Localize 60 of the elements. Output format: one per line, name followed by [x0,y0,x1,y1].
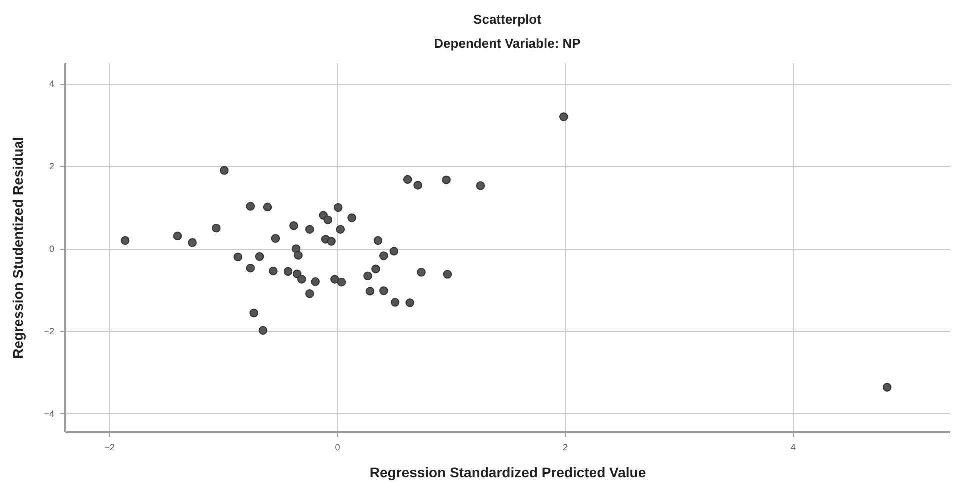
point [258,326,268,335]
point [290,221,298,230]
point [380,252,388,260]
y-tick-label: −2 [44,326,54,336]
point [414,181,422,190]
point [560,112,568,122]
x-tick-label: 2 [563,442,568,452]
point [882,383,892,392]
point [220,166,229,175]
x-tick-label: −2 [104,442,116,452]
point [246,202,256,211]
point [364,272,372,281]
chart-title: Scatterplot [474,12,542,27]
point [306,290,314,298]
point [263,202,272,212]
point [390,298,400,307]
point [294,251,303,260]
point [292,244,301,254]
x-tick-label: 4 [790,442,796,452]
point [292,270,302,278]
point [403,175,412,184]
point [298,275,306,284]
point [337,278,346,287]
y-tick-label: 4 [49,79,54,90]
point [311,278,320,286]
point [417,268,426,277]
point [372,264,380,274]
point [246,264,256,273]
point [188,238,197,248]
point [330,275,340,284]
point [390,247,399,256]
y-tick-label: −4 [44,408,54,419]
point [173,232,182,241]
point [442,176,451,184]
point [334,203,343,212]
point [284,267,293,276]
point [336,225,346,234]
x-axis-title: Regression Standardized Predicted Value [370,464,646,480]
point [327,237,336,246]
point [374,236,383,246]
point [212,224,221,233]
point [271,234,280,243]
point [366,287,375,296]
y-axis-title: Regression Studentized Residual [10,137,26,359]
point [476,181,486,190]
y-tick-label: 2 [49,162,54,172]
point [380,286,388,296]
point [269,266,278,276]
point [250,308,258,318]
x-tick-label: 0 [335,442,340,452]
point [324,216,332,224]
point [234,252,242,262]
point [348,214,356,222]
chart-subtitle: Dependent Variable: NP [434,36,582,51]
point [306,225,314,234]
y-tick-label: 0 [49,244,54,254]
point [120,236,130,246]
point [255,252,264,262]
point [406,298,414,308]
point [443,270,452,279]
